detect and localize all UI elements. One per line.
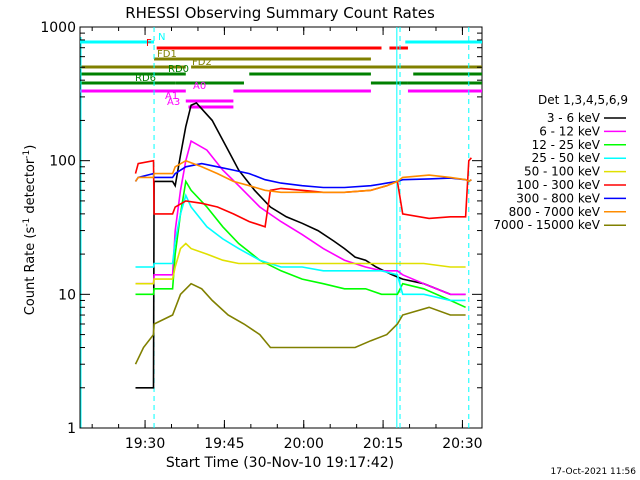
- status-bar-label: FD2: [192, 57, 212, 68]
- legend-label: 100 - 300 keV: [516, 178, 600, 192]
- chart-title: RHESSI Observing Summary Count Rates: [125, 4, 435, 22]
- status-bar-label: RD0: [168, 64, 189, 75]
- series-line: [135, 102, 466, 389]
- x-tick-label: 20:15: [363, 436, 403, 452]
- y-label-end: ): [23, 145, 38, 150]
- y-label-sup1: -1: [22, 218, 32, 227]
- series-line: [135, 139, 466, 296]
- y-axis-label: Count Rate (s-1 detector-1): [22, 145, 38, 316]
- y-label-main: Count Rate (s: [23, 227, 38, 316]
- series-line: [134, 282, 466, 365]
- series-line: [135, 193, 466, 302]
- y-tick-label: 100: [49, 154, 76, 170]
- x-axis-label: Start Time (30-Nov-10 19:17:42): [166, 455, 394, 471]
- y-tick-label: 10: [58, 287, 76, 303]
- x-tick-label: 20:00: [284, 436, 324, 452]
- series-line: [134, 159, 472, 194]
- legend-label: 50 - 100 keV: [524, 165, 601, 179]
- legend-label: 12 - 25 keV: [532, 138, 601, 152]
- y-label-sup2: -1: [22, 150, 32, 159]
- status-bar-label: A3: [167, 97, 180, 108]
- series-line: [134, 162, 472, 189]
- legend-label: 6 - 12 keV: [539, 124, 601, 138]
- status-bar-label: A1: [165, 91, 178, 102]
- status-bar-label: N: [158, 32, 165, 43]
- legend-label: 3 - 6 keV: [547, 111, 601, 125]
- legend-label: 7000 - 15000 keV: [493, 218, 600, 232]
- x-tick-label: 19:45: [204, 436, 244, 452]
- plot-frame: [79, 26, 483, 429]
- y-label-mid: detector: [23, 158, 38, 218]
- y-tick-label: 1: [67, 421, 76, 437]
- status-bar-label: F: [146, 38, 152, 49]
- night-lines: [80, 27, 470, 428]
- legend-label: 25 - 50 keV: [532, 151, 601, 165]
- axes: 19:30 19:45 20:00 20:15 20:30 1 10 100 1000: [40, 20, 482, 452]
- status-bar-label: FD1: [157, 49, 177, 60]
- legend-label: 300 - 800 keV: [516, 191, 600, 205]
- x-tick-label: 19:30: [125, 436, 165, 452]
- legend-label: 800 - 7000 keV: [509, 205, 601, 219]
- footer-timestamp: 17-Oct-2021 11:56: [551, 467, 637, 477]
- series-line: [134, 157, 472, 228]
- series-line: [135, 242, 466, 285]
- status-bar-label: A0: [193, 81, 206, 92]
- status-bar-label: RD6: [135, 73, 156, 84]
- series-lines: [134, 102, 472, 389]
- plot-border: [79, 26, 483, 429]
- y-tick-label: 1000: [40, 20, 76, 36]
- x-tick-label: 20:30: [442, 436, 482, 452]
- legend-title: Det 1,3,4,5,6,9: [538, 93, 628, 107]
